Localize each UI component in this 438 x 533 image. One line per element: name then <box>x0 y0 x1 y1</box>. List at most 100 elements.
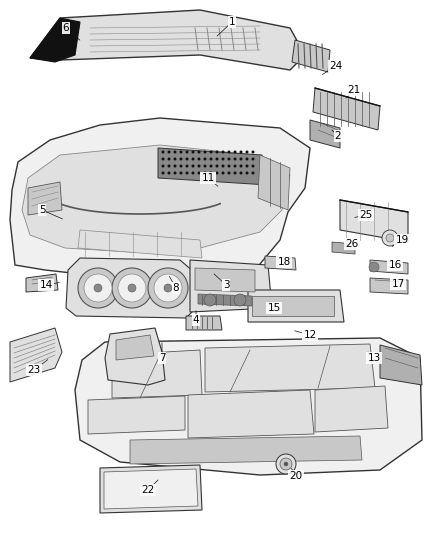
Polygon shape <box>28 182 62 215</box>
Circle shape <box>233 165 237 167</box>
Polygon shape <box>252 296 334 316</box>
Text: 6: 6 <box>63 23 69 33</box>
Circle shape <box>78 268 118 308</box>
Text: 18: 18 <box>277 257 291 267</box>
Circle shape <box>128 284 136 292</box>
Text: 8: 8 <box>173 283 179 293</box>
Circle shape <box>84 274 112 302</box>
Circle shape <box>94 284 102 292</box>
Circle shape <box>204 165 206 167</box>
Polygon shape <box>104 469 198 509</box>
Text: 25: 25 <box>359 210 373 220</box>
Circle shape <box>369 262 379 272</box>
Polygon shape <box>10 118 310 282</box>
Text: 17: 17 <box>392 279 405 289</box>
Polygon shape <box>248 290 344 322</box>
Circle shape <box>167 157 170 160</box>
Polygon shape <box>78 230 202 258</box>
Polygon shape <box>75 338 422 475</box>
Text: 7: 7 <box>159 353 165 363</box>
Circle shape <box>284 462 288 466</box>
Circle shape <box>173 172 177 174</box>
Circle shape <box>204 150 206 154</box>
Circle shape <box>276 454 296 474</box>
Circle shape <box>204 157 206 160</box>
Circle shape <box>173 150 177 154</box>
Circle shape <box>180 150 183 154</box>
Circle shape <box>191 150 194 154</box>
Circle shape <box>167 165 170 167</box>
Circle shape <box>198 165 201 167</box>
Circle shape <box>173 165 177 167</box>
Circle shape <box>180 165 183 167</box>
Circle shape <box>227 150 230 154</box>
Polygon shape <box>265 256 296 270</box>
Circle shape <box>222 165 225 167</box>
Text: 26: 26 <box>346 239 359 249</box>
Circle shape <box>198 150 201 154</box>
Circle shape <box>215 157 219 160</box>
Circle shape <box>386 234 394 242</box>
Circle shape <box>251 157 254 160</box>
Polygon shape <box>313 88 380 130</box>
Polygon shape <box>158 148 268 185</box>
Circle shape <box>204 294 216 306</box>
Circle shape <box>162 150 165 154</box>
Polygon shape <box>332 242 355 254</box>
Circle shape <box>251 165 254 167</box>
Circle shape <box>240 157 243 160</box>
Polygon shape <box>195 268 255 292</box>
Circle shape <box>112 268 152 308</box>
Circle shape <box>240 150 243 154</box>
Circle shape <box>215 150 219 154</box>
Circle shape <box>191 172 194 174</box>
Polygon shape <box>340 200 408 242</box>
Circle shape <box>246 165 248 167</box>
Polygon shape <box>30 10 305 70</box>
Circle shape <box>222 157 225 160</box>
Polygon shape <box>190 260 272 312</box>
Circle shape <box>227 172 230 174</box>
Circle shape <box>191 165 194 167</box>
Circle shape <box>186 157 188 160</box>
Polygon shape <box>66 258 196 318</box>
Circle shape <box>233 150 237 154</box>
Circle shape <box>246 157 248 160</box>
Circle shape <box>164 284 172 292</box>
Text: 3: 3 <box>223 280 230 290</box>
Circle shape <box>240 172 243 174</box>
Circle shape <box>209 157 212 160</box>
Polygon shape <box>258 155 290 210</box>
Polygon shape <box>112 350 202 398</box>
Circle shape <box>198 157 201 160</box>
Polygon shape <box>130 436 362 464</box>
Circle shape <box>180 157 183 160</box>
Circle shape <box>186 165 188 167</box>
Text: 14: 14 <box>39 280 53 290</box>
Circle shape <box>167 150 170 154</box>
Text: 1: 1 <box>229 17 235 27</box>
Circle shape <box>246 172 248 174</box>
Polygon shape <box>30 18 80 62</box>
Text: 13: 13 <box>367 353 381 363</box>
Circle shape <box>148 268 188 308</box>
Text: 23: 23 <box>27 365 41 375</box>
Polygon shape <box>188 390 314 438</box>
Text: 12: 12 <box>304 330 317 340</box>
Circle shape <box>162 157 165 160</box>
Polygon shape <box>370 278 408 294</box>
Text: 4: 4 <box>193 315 199 325</box>
Circle shape <box>204 172 206 174</box>
Text: 24: 24 <box>329 61 343 71</box>
Circle shape <box>251 172 254 174</box>
Circle shape <box>198 172 201 174</box>
Circle shape <box>240 165 243 167</box>
Polygon shape <box>186 316 222 330</box>
Polygon shape <box>116 335 154 360</box>
Circle shape <box>186 150 188 154</box>
Text: 21: 21 <box>347 85 360 95</box>
Circle shape <box>233 157 237 160</box>
Circle shape <box>167 172 170 174</box>
Polygon shape <box>22 145 290 252</box>
Polygon shape <box>315 386 388 432</box>
